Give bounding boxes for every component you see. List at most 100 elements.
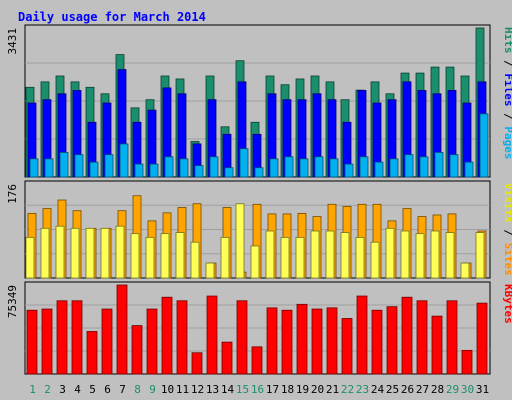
bar-pages-day-11 bbox=[179, 158, 189, 178]
bar-kbytes-day-17 bbox=[266, 307, 278, 375]
series-kbytes bbox=[26, 284, 488, 375]
bar-sites-day-1 bbox=[25, 237, 35, 279]
bar-kbytes-day-23 bbox=[356, 295, 368, 375]
day-label-7: 7 bbox=[119, 383, 126, 396]
bar-kbytes-day-18 bbox=[281, 309, 293, 375]
bar-pages-day-16 bbox=[254, 167, 264, 178]
day-label-21: 21 bbox=[326, 383, 339, 396]
legend-visits: Visits bbox=[502, 183, 512, 223]
bar-kbytes-day-24 bbox=[371, 309, 383, 375]
panel-visits-max-label: 176 bbox=[6, 184, 19, 204]
bar-sites-day-30 bbox=[460, 262, 470, 279]
bar-kbytes-day-27 bbox=[416, 300, 428, 375]
bar-sites-day-4 bbox=[70, 227, 80, 279]
bar-sites-day-27 bbox=[415, 233, 425, 279]
day-label-14: 14 bbox=[221, 383, 235, 396]
bar-kbytes-day-11 bbox=[176, 300, 188, 375]
bar-sites-day-9 bbox=[145, 237, 155, 279]
day-label-30: 30 bbox=[461, 383, 474, 396]
bar-pages-day-7 bbox=[119, 143, 129, 178]
day-label-19: 19 bbox=[296, 383, 309, 396]
bar-sites-day-11 bbox=[175, 232, 185, 279]
bar-sites-day-5 bbox=[85, 227, 95, 279]
bar-sites-day-13 bbox=[205, 262, 215, 279]
bar-kbytes-day-31 bbox=[476, 302, 488, 375]
bar-sites-day-15 bbox=[235, 203, 245, 279]
bar-kbytes-day-4 bbox=[71, 300, 83, 375]
bar-sites-day-8 bbox=[130, 233, 140, 279]
bar-pages-day-31 bbox=[479, 113, 489, 178]
day-label-18: 18 bbox=[281, 383, 294, 396]
bar-pages-day-3 bbox=[59, 152, 69, 178]
bar-pages-day-19 bbox=[299, 158, 309, 178]
bar-kbytes-day-19 bbox=[296, 303, 308, 375]
legend-files: Files bbox=[502, 73, 512, 106]
bar-kbytes-day-28 bbox=[431, 315, 443, 375]
bar-kbytes-day-25 bbox=[386, 306, 398, 375]
day-label-1: 1 bbox=[29, 383, 36, 396]
day-label-29: 29 bbox=[446, 383, 459, 396]
panel-kbytes-max-label: 75349 bbox=[6, 285, 19, 318]
day-label-13: 13 bbox=[206, 383, 219, 396]
bar-kbytes-day-22 bbox=[341, 318, 353, 375]
bar-sites-day-14 bbox=[220, 237, 230, 279]
bar-sites-day-10 bbox=[160, 233, 170, 279]
day-label-9: 9 bbox=[149, 383, 156, 396]
bar-pages-day-29 bbox=[449, 154, 459, 178]
day-label-6: 6 bbox=[104, 383, 111, 396]
bar-kbytes-day-2 bbox=[41, 308, 53, 375]
bar-pages-day-21 bbox=[329, 158, 339, 178]
bar-pages-day-14 bbox=[224, 167, 234, 178]
bar-sites-day-7 bbox=[115, 225, 125, 279]
day-label-15: 15 bbox=[236, 383, 249, 396]
bar-kbytes-day-1 bbox=[26, 309, 38, 375]
panel-hits-max-label: 3431 bbox=[6, 28, 19, 55]
bar-pages-day-13 bbox=[209, 156, 219, 178]
bar-pages-day-26 bbox=[404, 154, 414, 178]
bar-sites-day-26 bbox=[400, 230, 410, 279]
legend-separator: / bbox=[502, 54, 512, 74]
day-label-10: 10 bbox=[161, 383, 174, 396]
bar-pages-day-30 bbox=[464, 161, 474, 178]
bar-pages-day-18 bbox=[284, 156, 294, 178]
day-label-24: 24 bbox=[371, 383, 385, 396]
bar-sites-day-23 bbox=[355, 237, 365, 279]
day-label-4: 4 bbox=[74, 383, 81, 396]
legend-separator: / bbox=[502, 223, 512, 243]
chart-panels: 3431 Hits / Files / Pages 176 Visits / Site… bbox=[6, 24, 512, 375]
legend-separator: / bbox=[502, 107, 512, 127]
bar-pages-day-23 bbox=[359, 156, 369, 178]
day-label-26: 26 bbox=[401, 383, 414, 396]
panel-visits: 176 Visits / Sites bbox=[6, 180, 512, 279]
bar-pages-day-27 bbox=[419, 156, 429, 178]
bar-kbytes-day-6 bbox=[101, 308, 113, 375]
bar-kbytes-day-10 bbox=[161, 296, 173, 375]
day-label-27: 27 bbox=[416, 383, 429, 396]
bar-pages-day-17 bbox=[269, 158, 279, 178]
bar-sites-day-19 bbox=[295, 237, 305, 279]
bar-sites-day-16 bbox=[250, 245, 260, 279]
day-labels: 1 2 3 4 5 6 7 8 9 10 11 12 13 14 15 16 17 18 19 20 21 22 23 24 2… bbox=[29, 383, 489, 396]
bar-kbytes-day-3 bbox=[56, 300, 68, 375]
series-pages bbox=[29, 113, 489, 178]
bar-pages-day-22 bbox=[344, 163, 354, 178]
panel-visits-legend: Visits / Sites bbox=[502, 183, 512, 276]
bar-pages-day-5 bbox=[89, 161, 99, 178]
day-label-28: 28 bbox=[431, 383, 444, 396]
bar-kbytes-day-16 bbox=[251, 346, 263, 375]
day-label-22: 22 bbox=[341, 383, 354, 396]
day-label-17: 17 bbox=[266, 383, 279, 396]
legend-pages: Pages bbox=[502, 126, 512, 159]
bar-kbytes-day-14 bbox=[221, 341, 233, 375]
bar-kbytes-day-5 bbox=[86, 331, 98, 375]
bar-sites-day-2 bbox=[40, 227, 50, 279]
bar-pages-day-9 bbox=[149, 163, 159, 178]
bar-kbytes-day-20 bbox=[311, 308, 323, 375]
bar-kbytes-day-21 bbox=[326, 307, 338, 375]
legend-hits: Hits bbox=[502, 27, 512, 54]
panel-kbytes-legend: KBytes bbox=[502, 284, 512, 324]
day-label-23: 23 bbox=[356, 383, 369, 396]
day-label-31: 31 bbox=[476, 383, 489, 396]
bar-sites-day-31 bbox=[475, 232, 485, 279]
